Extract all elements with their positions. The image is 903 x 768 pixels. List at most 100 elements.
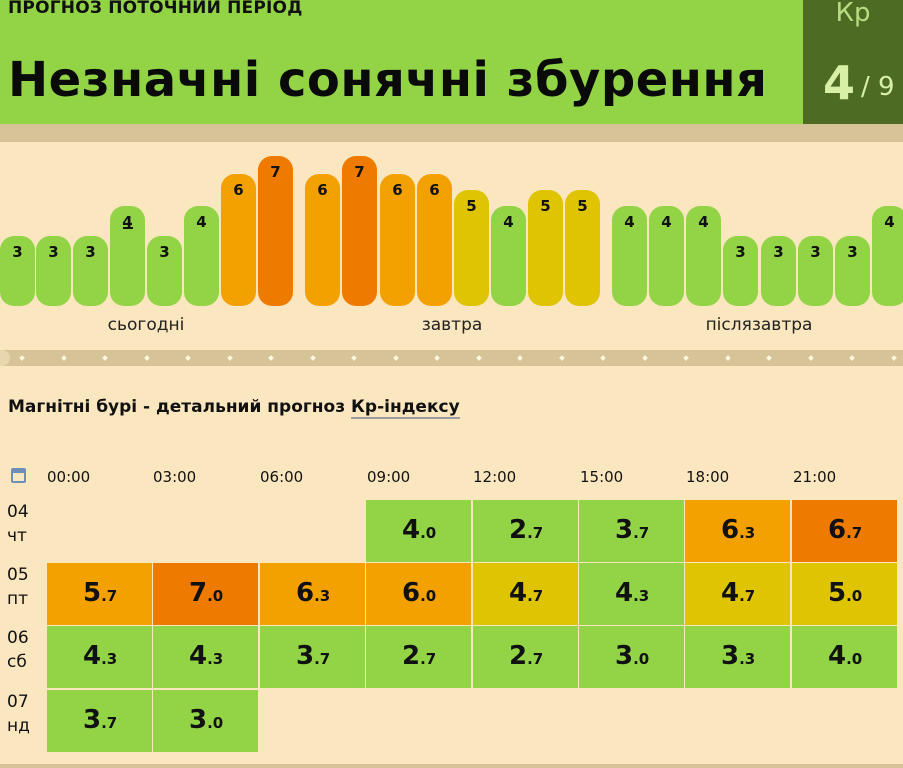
kp-3day-chart: сьогодні завтра післязавтра 3 3 3 4 3 4 6 7 6 7 6 6… (0, 142, 903, 350)
kp-forecast-cell: 2.7 (473, 626, 578, 688)
kp-forecast-cell: 3.0 (579, 626, 684, 688)
kp-bar-value: 4 (884, 213, 895, 231)
middle-divider (0, 350, 903, 366)
kp-forecast-cell: 6.3 (260, 563, 365, 625)
kp-bar: 5 (565, 190, 600, 306)
kp-forecast-decimal: .7 (739, 587, 756, 605)
kp-forecast-decimal: .0 (633, 650, 650, 668)
kp-bar: 3 (147, 236, 182, 306)
kp-forecast-value: 2.7 (509, 641, 544, 671)
row-day: 06 (7, 628, 29, 648)
kp-bar-value: 3 (48, 243, 59, 261)
kp-forecast-value: 7.0 (189, 578, 224, 608)
kp-bar: 3 (723, 236, 758, 306)
kp-bar: 6 (305, 174, 340, 306)
row-date: 05 пт (7, 563, 29, 611)
kp-bar-value: 7 (354, 163, 365, 181)
kp-forecast-value: 4.0 (828, 641, 863, 671)
kp-forecast-decimal: .3 (739, 650, 756, 668)
kp-forecast-cell: 4.3 (153, 626, 258, 688)
calendar-icon (11, 468, 26, 483)
kp-forecast-decimal: .0 (846, 587, 863, 605)
kp-forecast-decimal: .7 (633, 524, 650, 542)
kp-forecast-value: 3.0 (615, 641, 650, 671)
divider-dot (144, 355, 150, 361)
kp-forecast-cell: 3.3 (685, 626, 790, 688)
row-date: 06 сб (7, 626, 29, 674)
kp-bar: 7 (258, 156, 293, 306)
divider-dot (434, 355, 440, 361)
kp-forecast-decimal: .3 (314, 587, 331, 605)
kp-forecast-cell: 5.7 (47, 563, 152, 625)
kp-forecast-decimal: .0 (420, 524, 437, 542)
kp-bar-value: 4 (698, 213, 709, 231)
kp-bar-value: 6 (392, 181, 403, 199)
time-header: 00:00 (47, 468, 91, 486)
kp-bar-value: 3 (12, 243, 23, 261)
kp-bar: 4 (612, 206, 647, 306)
kp-forecast-decimal: .7 (101, 587, 118, 605)
kp-forecast-decimal: .0 (846, 650, 863, 668)
kp-forecast-cell: 4.3 (47, 626, 152, 688)
kp-forecast-decimal: .7 (101, 714, 118, 732)
divider-dot (766, 355, 772, 361)
kp-forecast-value: 4.0 (402, 515, 437, 545)
row-day: 04 (7, 502, 29, 522)
kp-bar: 3 (0, 236, 35, 306)
kp-bar-value: 7 (270, 163, 281, 181)
kp-forecast-value: 5.0 (828, 578, 863, 608)
kp-forecast-decimal: .7 (314, 650, 331, 668)
kp-forecast-cell: 6.7 (792, 500, 897, 562)
divider-dot (725, 355, 731, 361)
kp-forecast-decimal: .0 (420, 587, 437, 605)
kp-forecast-value: 6.0 (402, 578, 437, 608)
kp-label: Кр (835, 0, 871, 28)
kp-bar-value: 5 (466, 197, 477, 215)
time-header: 03:00 (153, 468, 197, 486)
kp-forecast-value: 3.3 (721, 641, 756, 671)
kp-forecast-value: 3.7 (615, 515, 650, 545)
kp-forecast-cell: 4.7 (473, 563, 578, 625)
time-header: 15:00 (580, 468, 624, 486)
kp-forecast-value: 4.3 (615, 578, 650, 608)
row-weekday: нд (7, 716, 30, 736)
kp-bar-value: 3 (159, 243, 170, 261)
kp-forecast-value: 4.7 (509, 578, 544, 608)
kp-index-link[interactable]: Кр-індексу (351, 397, 460, 419)
kp-bar: 3 (73, 236, 108, 306)
kp-forecast-cell: 4.0 (366, 500, 471, 562)
kp-bar-value: 6 (317, 181, 328, 199)
divider-dot (310, 355, 316, 361)
bottom-divider (0, 764, 903, 768)
kp-forecast-cell: 2.7 (473, 500, 578, 562)
row-weekday: пт (7, 589, 29, 609)
divider-dot (268, 355, 274, 361)
kp-forecast-decimal: .3 (739, 524, 756, 542)
kp-forecast-cell: 3.7 (260, 626, 365, 688)
kp-forecast-value: 4.3 (83, 641, 118, 671)
kp-forecast-cell: 6.0 (366, 563, 471, 625)
kp-forecast-cell: 6.3 (685, 500, 790, 562)
kp-forecast-decimal: .7 (527, 524, 544, 542)
kp-bar: 4 (491, 206, 526, 306)
kp-forecast-value: 4.7 (721, 578, 756, 608)
kp-forecast-cell: 3.7 (579, 500, 684, 562)
kp-bar-value: 4 (503, 213, 514, 231)
kp-bar: 3 (36, 236, 71, 306)
kp-forecast-cell: 7.0 (153, 563, 258, 625)
row-date: 07 нд (7, 690, 30, 738)
kp-bar: 3 (798, 236, 833, 306)
kp-forecast-value: 5.7 (83, 578, 118, 608)
kp-bar-value: 3 (810, 243, 821, 261)
kp-bar-value: 5 (540, 197, 551, 215)
kp-bar-value: 4 (624, 213, 635, 231)
kp-bar-value: 4 (196, 213, 207, 231)
kp-forecast-value: 2.7 (509, 515, 544, 545)
time-header: 06:00 (260, 468, 304, 486)
divider-dot (849, 355, 855, 361)
time-header: 09:00 (367, 468, 411, 486)
kp-forecast-decimal: .7 (527, 650, 544, 668)
row-weekday: чт (7, 526, 27, 546)
divider-dot (642, 355, 648, 361)
kp-current-box: Кр 4 / 9 (803, 0, 903, 124)
